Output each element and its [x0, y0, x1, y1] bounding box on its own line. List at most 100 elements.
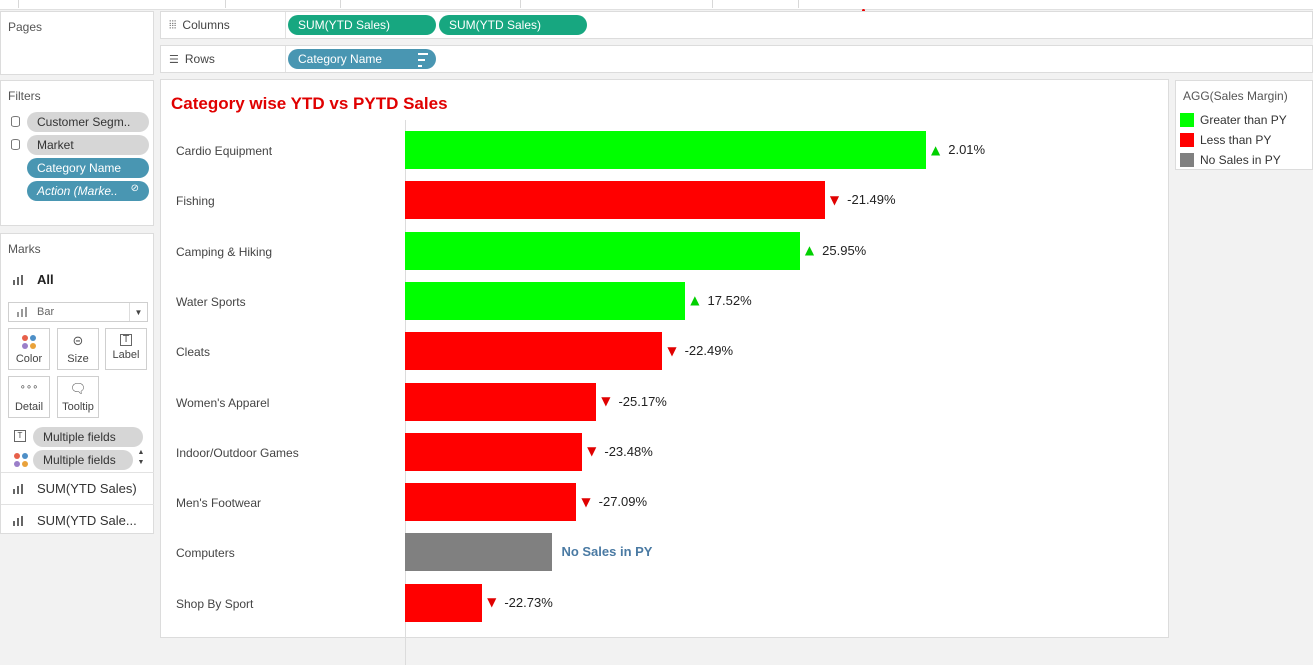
rows-shelf[interactable]: ☰ Rows Category Name — [160, 45, 1313, 73]
color-legend[interactable]: AGG(Sales Margin) Greater than PY Less t… — [1175, 80, 1313, 170]
filter-pill[interactable]: Customer Segm.. — [27, 112, 149, 132]
bar-mark[interactable] — [405, 533, 553, 572]
data-label: ▲ 17.52% — [690, 293, 751, 308]
color-dots-icon — [14, 453, 28, 467]
chevron-down-icon[interactable]: ▼ — [129, 303, 147, 321]
legend-label: Less than PY — [1200, 133, 1272, 147]
rows-label-text: Rows — [184, 52, 215, 66]
data-label-text: 25.95% — [822, 242, 867, 258]
bar-chart-icon — [13, 274, 25, 285]
columns-shelf[interactable]: ⦙⦙⦙ Columns SUM(YTD Sales) SUM(YTD Sales… — [160, 11, 1313, 39]
filter-pill[interactable]: Market — [27, 135, 149, 155]
arrow-up-icon: ▲ — [931, 142, 941, 157]
rows-pill-label: Category Name — [298, 52, 383, 66]
legend-swatch — [1180, 133, 1194, 147]
detail-button-label: Detail — [14, 401, 44, 413]
bar-mark[interactable] — [405, 332, 663, 371]
arrow-down-icon: ▼ — [829, 192, 840, 207]
marks-field-pill-color[interactable]: Multiple fields — [33, 450, 133, 470]
data-label-text: -27.09% — [598, 494, 648, 510]
category-label[interactable]: Cardio Equipment — [176, 144, 273, 158]
arrow-down-icon: ▼ — [667, 343, 677, 358]
category-label[interactable]: Water Sports — [176, 294, 246, 309]
toolbar-divider — [712, 0, 713, 8]
category-label[interactable]: Women's Apparel — [176, 395, 270, 410]
data-label: ▼ -21.49% — [830, 192, 896, 207]
data-label-text: -23.48% — [604, 443, 653, 459]
legend-swatch — [1180, 113, 1194, 127]
legend-item-greater[interactable]: Greater than PY — [1180, 111, 1287, 129]
category-label[interactable]: Shop By Sport — [176, 596, 254, 611]
bar-mark[interactable] — [405, 483, 577, 522]
data-label-text: -22.73% — [504, 594, 553, 610]
data-label-text: -25.17% — [618, 393, 667, 409]
size-icon: ⊝ — [72, 334, 84, 349]
chart-view[interactable]: Category wise YTD vs PYTD Sales Cardio E… — [160, 79, 1169, 665]
filter-customer-segment[interactable]: Customer Segm.. — [1, 112, 154, 132]
data-label-text: -22.49% — [684, 343, 734, 359]
category-label[interactable]: Computers — [176, 546, 235, 561]
bar-chart-icon — [17, 307, 29, 317]
toolbar-divider — [798, 0, 799, 8]
measure-label: SUM(YTD Sales) — [37, 481, 137, 496]
text-label-icon: T — [120, 334, 132, 346]
measure-ytd-sales-2[interactable]: SUM(YTD Sale... — [1, 504, 154, 536]
rows-pill-category-name[interactable]: Category Name — [288, 49, 436, 69]
data-label-text: 2.01% — [948, 142, 986, 157]
columns-label-text: Columns — [182, 18, 230, 32]
data-label: ▼ -27.09% — [581, 494, 647, 509]
marks-card-all[interactable]: All — [13, 272, 54, 287]
filter-pill[interactable]: Category Name — [27, 158, 149, 178]
mark-type-select[interactable]: Bar ▼ — [8, 302, 148, 322]
arrow-up-icon: ▲ — [804, 243, 815, 258]
scroll-arrows[interactable]: ▲ ▼ — [137, 449, 145, 466]
detail-button[interactable]: ∘∘∘ Detail — [8, 376, 50, 418]
category-label[interactable]: Cleats — [176, 345, 211, 360]
filters-panel: Filters Customer Segm.. Market Category … — [0, 80, 154, 226]
data-label: ▼ -22.73% — [487, 595, 553, 610]
arrow-up-icon: ▲ — [690, 293, 700, 308]
bar-chart-icon — [13, 483, 25, 494]
category-label[interactable]: Indoor/Outdoor Games — [176, 445, 299, 460]
color-button[interactable]: Color — [8, 328, 50, 370]
bar-mark[interactable] — [405, 231, 800, 270]
measure-ytd-sales[interactable]: SUM(YTD Sales) — [1, 472, 154, 504]
category-label[interactable]: Fishing — [176, 194, 215, 209]
sort-descending-icon[interactable] — [418, 53, 428, 69]
filter-market[interactable]: Market — [1, 135, 154, 155]
filter-category-name[interactable]: Category Name — [1, 158, 154, 178]
label-button[interactable]: T Label — [105, 328, 147, 370]
legend-label: Greater than PY — [1200, 113, 1287, 127]
bar-mark[interactable] — [405, 432, 583, 471]
filter-pill[interactable]: Action (Marke.. ⊘ — [27, 181, 149, 201]
filter-action-market[interactable]: Action (Marke.. ⊘ — [1, 181, 154, 201]
bar-mark[interactable] — [405, 181, 825, 220]
text-label-icon: T — [14, 430, 26, 442]
bar-mark[interactable] — [405, 281, 686, 320]
tooltip-button-label: Tooltip — [62, 401, 94, 413]
detail-dots-icon: ∘∘∘ — [19, 382, 39, 393]
legend-item-less[interactable]: Less than PY — [1180, 131, 1271, 149]
arrow-down-icon: ▼ — [581, 494, 591, 509]
category-label[interactable]: Men's Footwear — [176, 496, 261, 511]
arrow-down-icon: ▼ — [587, 444, 597, 459]
size-button[interactable]: ⊝ Size — [57, 328, 99, 370]
columns-pill-ytd-sales-1[interactable]: SUM(YTD Sales) — [288, 15, 436, 35]
filter-pill-label: Action (Marke.. — [37, 184, 118, 198]
columns-pill-ytd-sales-2[interactable]: SUM(YTD Sales) — [439, 15, 587, 35]
rows-shelf-label: ☰ Rows — [161, 46, 286, 72]
marks-field-pill-label[interactable]: Multiple fields — [33, 427, 143, 447]
tooltip-button[interactable]: 🗨 Tooltip — [57, 376, 99, 418]
label-button-label: Label — [112, 349, 140, 361]
data-label: ▲ 25.95% — [805, 243, 866, 258]
bar-chart-icon — [13, 515, 25, 526]
pages-panel[interactable]: Pages — [0, 11, 154, 75]
bar-mark[interactable] — [405, 583, 483, 622]
marks-panel: Marks All Bar ▼ Color ⊝ Size T Label ∘∘∘… — [0, 233, 154, 534]
bar-mark[interactable] — [405, 131, 926, 169]
color-dots-icon — [21, 334, 37, 350]
category-label[interactable]: Camping & Hiking — [176, 244, 273, 259]
legend-item-nosales[interactable]: No Sales in PY — [1180, 151, 1281, 169]
bar-mark[interactable] — [405, 382, 597, 421]
marks-all-label: All — [37, 272, 54, 287]
